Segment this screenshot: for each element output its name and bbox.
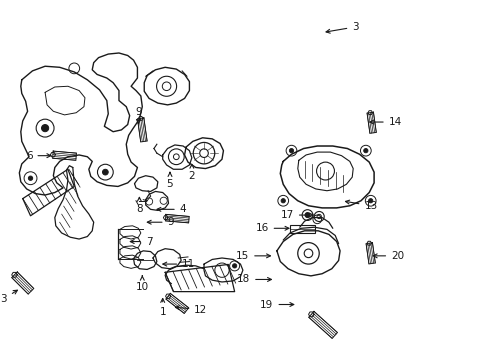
Circle shape (232, 264, 236, 268)
Text: 15: 15 (236, 251, 270, 261)
Text: 5: 5 (166, 172, 173, 189)
Text: 11: 11 (163, 259, 195, 269)
Text: 18: 18 (237, 274, 271, 284)
Text: 16: 16 (255, 223, 288, 233)
Text: 13: 13 (345, 200, 377, 211)
Bar (289, 225, 315, 233)
Text: 8: 8 (136, 197, 142, 214)
Text: 4: 4 (157, 204, 186, 214)
Text: 12: 12 (175, 305, 207, 315)
Circle shape (28, 176, 33, 180)
Circle shape (368, 199, 372, 203)
Text: 9: 9 (135, 107, 142, 123)
Text: 20: 20 (372, 251, 404, 261)
Text: 6: 6 (26, 151, 51, 161)
Text: 9: 9 (147, 217, 174, 227)
Text: 2: 2 (188, 165, 195, 181)
Text: 19: 19 (260, 300, 293, 310)
Text: 14: 14 (369, 117, 401, 127)
Circle shape (363, 149, 367, 153)
Circle shape (41, 125, 49, 132)
Text: 1: 1 (159, 298, 166, 318)
Text: 17: 17 (280, 210, 313, 220)
Text: 3: 3 (325, 22, 358, 33)
Text: 10: 10 (136, 276, 148, 292)
Circle shape (281, 199, 285, 203)
Text: 7: 7 (130, 237, 152, 247)
Text: 3: 3 (0, 290, 18, 304)
Circle shape (289, 149, 293, 153)
Circle shape (102, 169, 108, 175)
Circle shape (305, 212, 309, 217)
